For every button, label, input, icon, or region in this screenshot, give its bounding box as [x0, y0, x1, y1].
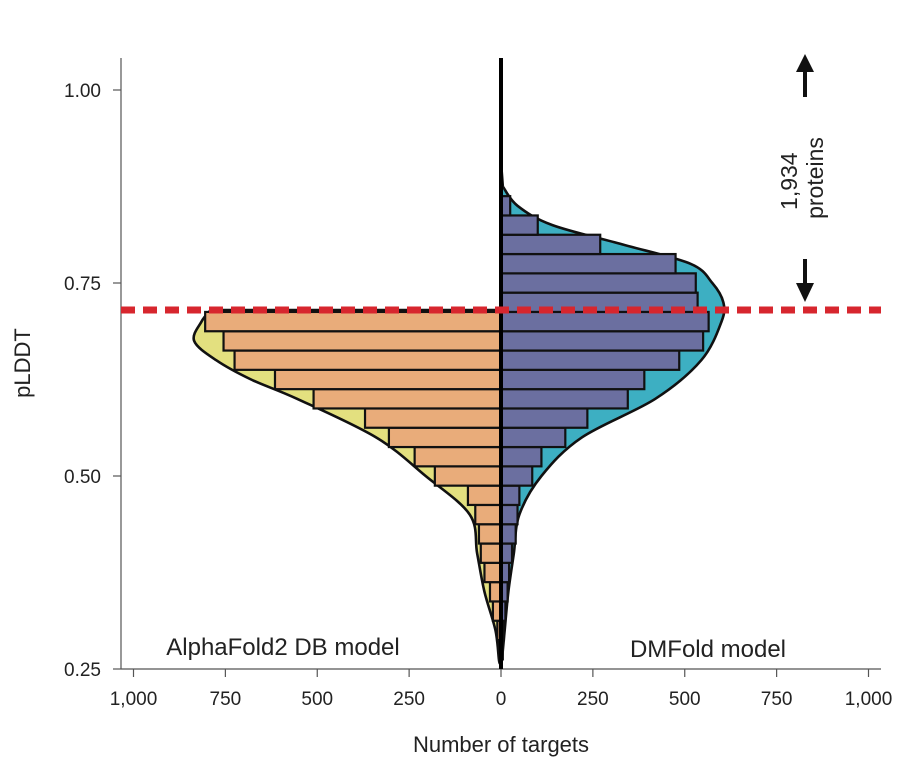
left-histogram-bar	[312, 388, 503, 410]
right-histogram-bar	[499, 503, 519, 526]
left-histogram-bar	[273, 368, 503, 391]
x-tick-label: 0	[496, 689, 507, 710]
x-tick-label: 750	[210, 689, 242, 710]
protein-count-unit: proteins	[802, 137, 828, 219]
x-axis-title: Number of targets	[413, 732, 589, 757]
right-histogram-bar	[499, 214, 539, 236]
x-tick-label: 250	[577, 689, 609, 710]
right-histogram-bar	[499, 445, 543, 468]
right-histogram-bar	[499, 330, 705, 352]
left-histogram-bar	[233, 349, 503, 371]
right-histogram-bar	[499, 368, 646, 391]
left-histogram-bar	[433, 465, 503, 487]
protein-count-annotation: 1,934 proteins	[776, 137, 828, 219]
right-histogram-bar	[499, 349, 681, 371]
right-histogram-bar	[499, 252, 677, 275]
left-histogram-bar	[474, 503, 503, 526]
right-histogram-bar	[499, 484, 521, 507]
left-histogram-bar	[479, 542, 503, 564]
x-tick-label: 1,000	[110, 689, 158, 710]
right-histogram-bar	[499, 310, 710, 333]
right-histogram-bar	[499, 426, 567, 449]
x-tick-label: 500	[301, 689, 333, 710]
left-series-label: AlphaFold2 DB model	[166, 634, 399, 661]
left-histogram-bar	[363, 407, 503, 429]
right-series-label: DMFold model	[630, 636, 786, 663]
bars-layer	[204, 195, 710, 661]
left-histogram-bar	[477, 523, 503, 545]
arrow-down-icon	[796, 259, 814, 302]
protein-count-number: 1,934	[776, 152, 802, 210]
left-histogram-bar	[483, 561, 503, 584]
x-tick-label: 750	[761, 689, 793, 710]
ticks-layer: 1,000 750 500 250 0 250 500 750 1,000 0.25 0.50 0.7…	[64, 81, 892, 710]
y-tick-label: 0.25	[64, 660, 101, 681]
right-histogram-bar	[499, 523, 517, 545]
annotation-layer: 1,934 proteins	[776, 54, 828, 302]
right-histogram-bar	[499, 407, 589, 429]
x-tick-label: 250	[393, 689, 425, 710]
right-histogram-bar	[499, 465, 534, 487]
right-histogram-bar	[499, 233, 602, 256]
y-tick-label: 1.00	[64, 81, 101, 102]
left-histogram-bar	[204, 310, 503, 333]
x-tick-label: 1,000	[845, 689, 893, 710]
right-histogram-bar	[499, 388, 629, 410]
x-tick-label: 500	[669, 689, 701, 710]
left-histogram-bar	[413, 445, 503, 468]
arrow-up-icon	[796, 54, 814, 97]
y-axis-title: pLDDT	[10, 328, 35, 398]
y-tick-label: 0.50	[64, 467, 101, 488]
left-histogram-bar	[387, 426, 503, 449]
right-histogram-bar	[499, 272, 697, 294]
left-histogram-bar	[466, 484, 503, 507]
left-histogram-bar	[222, 330, 503, 352]
y-tick-label: 0.75	[64, 274, 101, 295]
